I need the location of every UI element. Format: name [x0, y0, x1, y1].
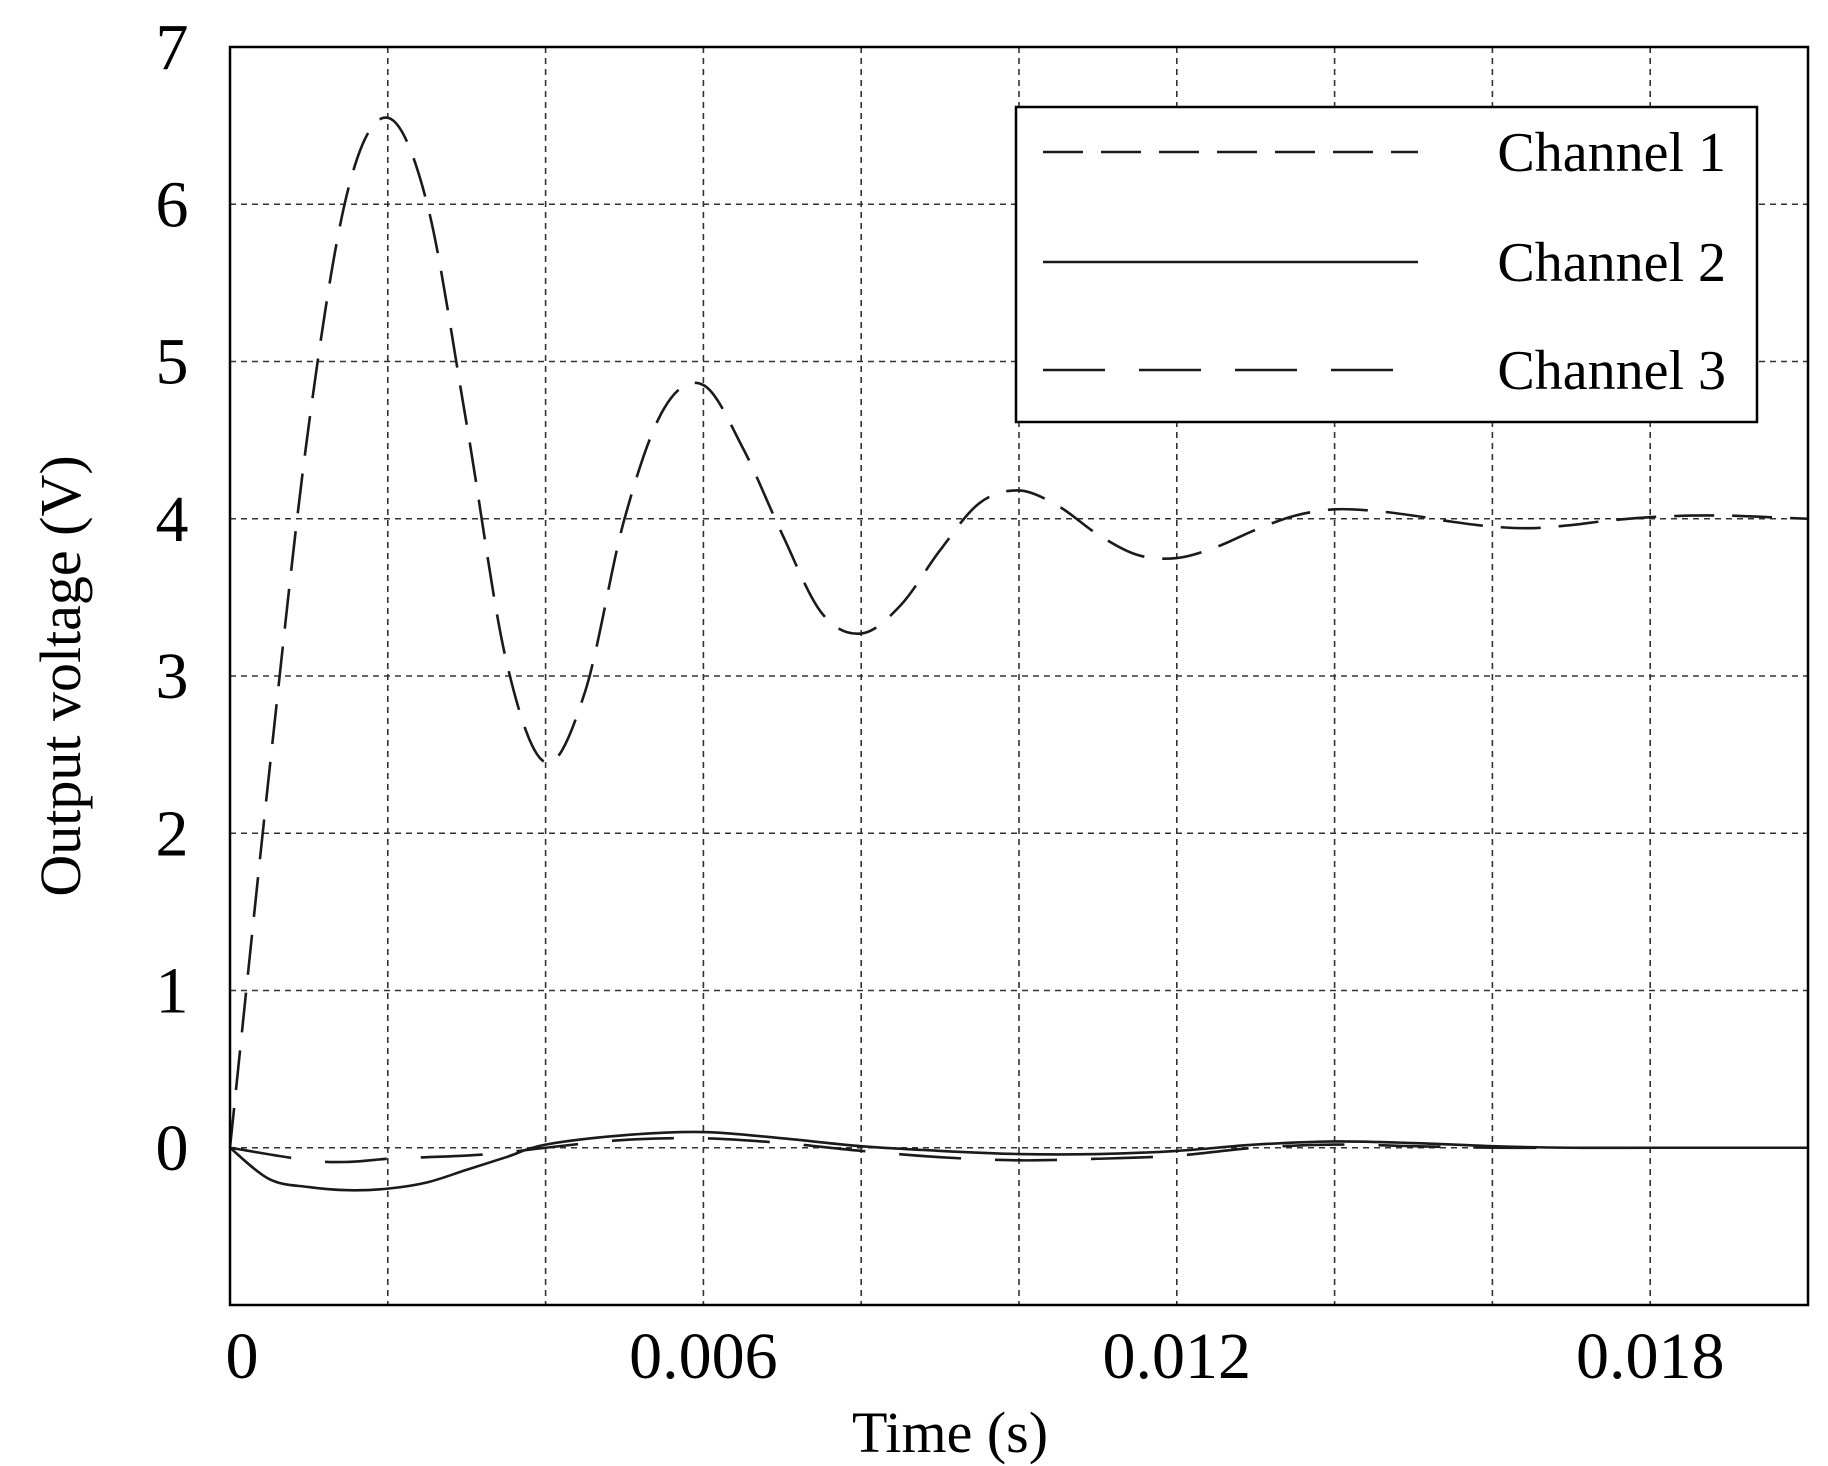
legend-label-channel-1: Channel 1: [1497, 122, 1726, 184]
y-tick-label: 6: [156, 168, 189, 241]
x-tick-label: 0.018: [1576, 1320, 1725, 1393]
legend-label-channel-2: Channel 2: [1497, 232, 1726, 294]
legend: Channel 1 Channel 2 Channel 3: [1016, 107, 1757, 422]
y-tick-label: 4: [156, 483, 189, 556]
y-tick-label: 5: [156, 326, 189, 399]
x-tick-label: 0.006: [629, 1320, 778, 1393]
x-tick-label: 0.012: [1103, 1320, 1252, 1393]
x-axis-title: Time (s): [852, 1400, 1048, 1465]
y-axis-title: Output voltage (V): [28, 455, 93, 896]
y-tick-label: 0: [156, 1112, 189, 1185]
y-tick-label: 1: [156, 955, 189, 1028]
legend-label-channel-3: Channel 3: [1497, 340, 1726, 402]
y-tick-label: 2: [156, 797, 189, 870]
y-tick-label: 3: [156, 640, 189, 713]
x-tick-label: 0: [226, 1320, 259, 1393]
y-tick-label: 7: [156, 11, 189, 84]
